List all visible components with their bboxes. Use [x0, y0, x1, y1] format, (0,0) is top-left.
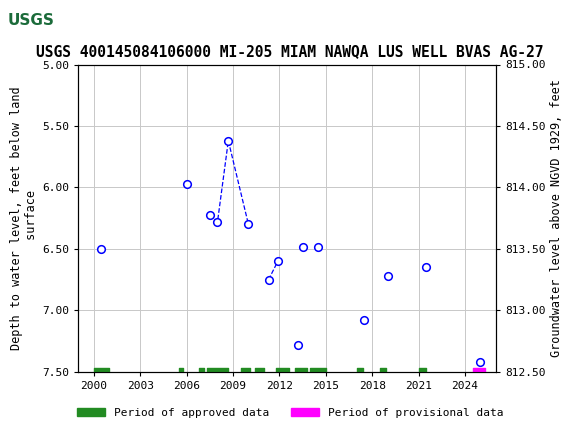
- Text: USGS 400145084106000 MI-205 MIAM NAWQA LUS WELL BVAS AG-27: USGS 400145084106000 MI-205 MIAM NAWQA L…: [36, 44, 544, 59]
- FancyBboxPatch shape: [3, 3, 55, 37]
- Legend: Period of approved data, Period of provisional data: Period of approved data, Period of provi…: [72, 403, 508, 422]
- Text: USGS: USGS: [8, 13, 55, 28]
- Y-axis label: Groundwater level above NGVD 1929, feet: Groundwater level above NGVD 1929, feet: [550, 79, 563, 357]
- Text: ≡USGS: ≡USGS: [4, 12, 75, 29]
- Y-axis label: Depth to water level, feet below land
 surface: Depth to water level, feet below land su…: [10, 86, 38, 350]
